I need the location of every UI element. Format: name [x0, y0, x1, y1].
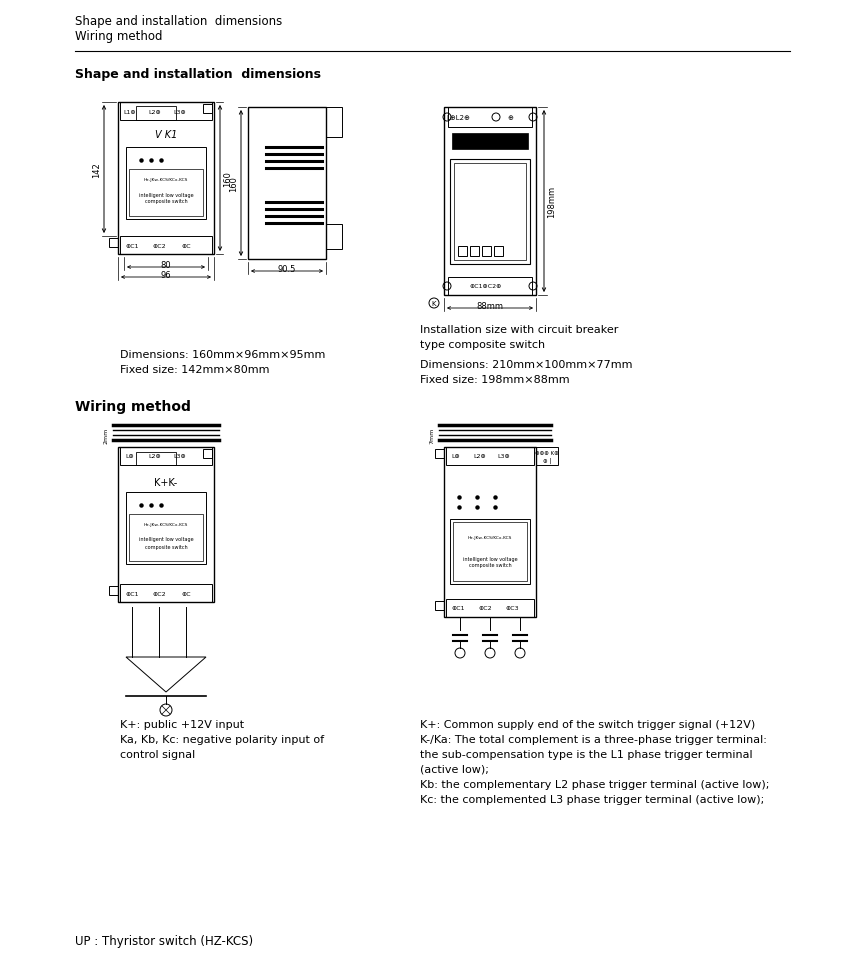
Bar — [109, 238, 118, 248]
Text: Hz-JKw-KCS/KCx-KCS: Hz-JKw-KCS/KCx-KCS — [468, 535, 512, 539]
Bar — [120, 103, 212, 121]
Text: 90.5: 90.5 — [278, 264, 296, 274]
Text: intelligent low voltage
composite switch: intelligent low voltage composite switch — [463, 555, 517, 568]
Bar — [120, 448, 212, 465]
Text: Shape and installation  dimensions: Shape and installation dimensions — [75, 15, 282, 28]
Bar — [450, 520, 530, 584]
Text: K+: Common supply end of the switch trigger signal (+12V): K+: Common supply end of the switch trig… — [420, 719, 755, 729]
Text: L2⊕: L2⊕ — [148, 454, 161, 459]
Bar — [536, 448, 558, 465]
Bar — [136, 453, 176, 465]
Text: ⊕C2: ⊕C2 — [478, 605, 492, 611]
Text: V K1: V K1 — [154, 130, 177, 140]
Bar — [452, 134, 528, 150]
Bar — [120, 236, 212, 255]
Text: Wiring method: Wiring method — [75, 30, 162, 43]
Text: 160: 160 — [223, 171, 232, 186]
Bar — [453, 523, 527, 581]
Bar — [448, 108, 532, 128]
Text: Fixed size: 198mm×88mm: Fixed size: 198mm×88mm — [420, 375, 570, 384]
Text: Dimensions: 210mm×100mm×77mm: Dimensions: 210mm×100mm×77mm — [420, 359, 633, 370]
Text: 2mm: 2mm — [104, 428, 109, 444]
Text: Hz-JKw-KCS/KCx-KCS: Hz-JKw-KCS/KCx-KCS — [144, 523, 188, 527]
Bar — [118, 103, 214, 255]
Text: the sub-compensation type is the L1 phase trigger terminal: the sub-compensation type is the L1 phas… — [420, 750, 753, 759]
Bar — [129, 514, 203, 561]
Text: intelligent low voltage
composite switch: intelligent low voltage composite switch — [139, 192, 193, 205]
Text: ⊕⊕⊕ K⊕: ⊕⊕⊕ K⊕ — [535, 451, 559, 456]
Bar — [435, 602, 444, 610]
Text: Kb: the complementary L2 phase trigger terminal (active low);: Kb: the complementary L2 phase trigger t… — [420, 779, 770, 789]
Text: control signal: control signal — [120, 750, 195, 759]
Text: L3⊕: L3⊕ — [498, 454, 510, 459]
Bar — [203, 105, 212, 114]
Text: ⊕C1: ⊕C1 — [125, 591, 139, 596]
Bar — [448, 278, 532, 296]
Bar — [444, 108, 536, 296]
Bar — [444, 448, 536, 617]
Text: 96: 96 — [161, 271, 172, 280]
Bar — [482, 247, 491, 257]
Text: ⊕C1: ⊕C1 — [125, 243, 139, 248]
Text: ⊕C1⊕C2⊕: ⊕C1⊕C2⊕ — [469, 284, 502, 289]
Text: L2⊕: L2⊕ — [474, 454, 487, 459]
Bar — [136, 107, 176, 121]
Text: 142: 142 — [92, 162, 101, 178]
Text: Fixed size: 142mm×80mm: Fixed size: 142mm×80mm — [120, 364, 269, 375]
Text: L⊕: L⊕ — [126, 454, 135, 459]
Text: ⊕C: ⊕C — [181, 591, 191, 596]
Text: ⊕C2: ⊕C2 — [152, 591, 166, 596]
Text: Shape and installation  dimensions: Shape and installation dimensions — [75, 68, 321, 81]
Text: ⊕C1: ⊕C1 — [451, 605, 465, 611]
Bar — [446, 600, 534, 617]
Bar — [494, 247, 503, 257]
Text: 88mm: 88mm — [476, 302, 503, 310]
Bar — [450, 160, 530, 264]
Text: UP : Thyristor switch (HZ-KCS): UP : Thyristor switch (HZ-KCS) — [75, 934, 253, 947]
Text: ⊕▕: ⊕▕ — [543, 457, 551, 463]
Bar — [326, 108, 342, 137]
Text: L⊕L2⊕: L⊕L2⊕ — [446, 115, 470, 121]
Text: Kc: the complemented L3 phase trigger terminal (active low);: Kc: the complemented L3 phase trigger te… — [420, 794, 765, 804]
Text: Dimensions: 160mm×96mm×95mm: Dimensions: 160mm×96mm×95mm — [120, 350, 325, 359]
Text: ⊕C: ⊕C — [181, 243, 191, 248]
Text: type composite switch: type composite switch — [420, 339, 545, 350]
Text: Wiring method: Wiring method — [75, 400, 191, 413]
Text: Hz-JKw-KCS/KCx-KCS: Hz-JKw-KCS/KCx-KCS — [144, 178, 188, 182]
Bar — [435, 450, 444, 458]
Text: (active low);: (active low); — [420, 764, 488, 775]
Bar — [458, 247, 467, 257]
Bar — [470, 247, 479, 257]
Text: L⊕: L⊕ — [451, 454, 460, 459]
Bar — [109, 586, 118, 596]
Text: L2⊕: L2⊕ — [148, 110, 161, 114]
Text: intelligent low voltage
composite switch: intelligent low voltage composite switch — [139, 537, 193, 549]
Text: L3⊕: L3⊕ — [173, 454, 186, 459]
Text: 198mm: 198mm — [547, 185, 556, 218]
Text: K+K-: K+K- — [154, 478, 178, 487]
Text: K-/Ka: The total complement is a three-phase trigger terminal:: K-/Ka: The total complement is a three-p… — [420, 734, 767, 744]
Text: Installation size with circuit breaker: Installation size with circuit breaker — [420, 325, 619, 334]
Bar — [446, 448, 534, 465]
Text: 160: 160 — [229, 176, 238, 192]
Text: L3⊕: L3⊕ — [173, 110, 186, 114]
Text: L1⊕: L1⊕ — [123, 110, 136, 114]
Bar — [454, 163, 526, 260]
Bar — [203, 450, 212, 458]
Bar — [126, 492, 206, 564]
Text: ⊕: ⊕ — [507, 115, 513, 121]
Text: Ka, Kb, Kc: negative polarity input of: Ka, Kb, Kc: negative polarity input of — [120, 734, 324, 744]
Bar — [120, 584, 212, 603]
Text: 7mm: 7mm — [430, 428, 434, 444]
Bar — [126, 148, 206, 220]
Text: 80: 80 — [161, 260, 172, 270]
Text: K+: public +12V input: K+: public +12V input — [120, 719, 244, 729]
Text: ⊕C2: ⊕C2 — [152, 243, 166, 248]
Bar — [248, 108, 326, 259]
Text: ⊕C3: ⊕C3 — [505, 605, 519, 611]
Text: K: K — [432, 301, 437, 307]
Bar — [129, 170, 203, 217]
Bar — [118, 448, 214, 603]
Bar — [326, 225, 342, 250]
